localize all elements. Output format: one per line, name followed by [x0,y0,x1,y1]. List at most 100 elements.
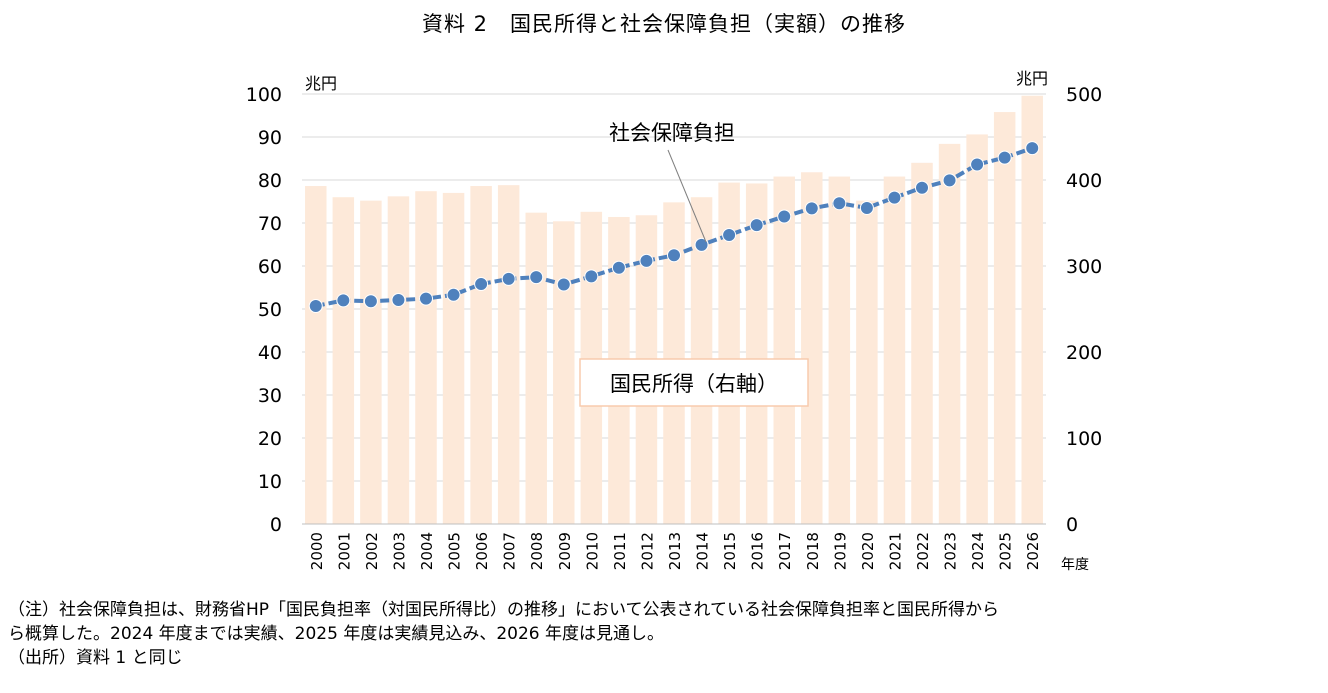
point-2002 [363,294,378,309]
point-2017 [777,209,792,224]
x-tick-2011: 2011 [611,532,629,570]
point-2005 [446,287,461,302]
point-2003 [391,292,406,307]
point-2008 [529,270,544,285]
x-tick-2023: 2023 [942,532,960,570]
x-tick-2020: 2020 [859,532,877,570]
y-left-tick-50: 50 [258,299,282,321]
y-left-tick-30: 30 [258,385,282,407]
y-left-tick-40: 40 [258,342,282,364]
bar-2002 [360,200,382,524]
point-2019 [832,196,847,211]
x-tick-2018: 2018 [804,532,822,570]
point-2015 [722,228,737,243]
bar-2006 [470,186,492,524]
y-left-tick-90: 90 [258,127,282,149]
bar-2004 [415,191,437,524]
point-2007 [501,271,516,286]
note-line-1: （注）社会保障負担は、財務省HP「国民負担率（対国民所得比）の推移」において公表… [8,600,1000,620]
x-tick-2009: 2009 [556,532,574,570]
point-2026 [1025,141,1040,156]
y-left-unit: 兆円 [305,74,337,93]
x-tick-2025: 2025 [997,532,1015,570]
bar-2001 [332,197,355,524]
y-left-tick-70: 70 [258,213,282,235]
bar-2003 [387,196,410,524]
bar-label: 国民所得（右軸） [610,372,778,396]
bar-label-box [579,358,809,407]
point-2009 [556,277,571,292]
bar-2016 [745,183,768,524]
point-2022 [915,180,929,195]
x-axis-label: 年度 [1061,557,1089,573]
point-2020 [859,200,874,215]
point-2010 [584,269,599,284]
x-tick-2006: 2006 [473,532,491,570]
bar-2020 [856,200,878,524]
x-tick-2013: 2013 [666,532,684,570]
point-2024 [970,157,985,172]
point-2025 [997,150,1012,165]
y-left-tick-80: 80 [258,170,282,192]
point-2021 [887,190,902,205]
x-tick-2026: 2026 [1024,532,1042,570]
point-2006 [474,277,489,292]
point-2004 [419,291,433,306]
bar-2005 [442,192,465,524]
y-left-tick-20: 20 [258,428,282,450]
point-2012 [639,253,654,268]
y-right-unit: 兆円 [1016,69,1048,88]
x-tick-2004: 2004 [418,532,436,570]
bar-2026 [1021,95,1043,524]
point-2018 [804,201,819,216]
bar-2019 [828,176,851,524]
bar-2009 [553,221,575,524]
x-tick-2003: 2003 [390,532,408,570]
x-tick-2014: 2014 [694,532,712,570]
x-tick-2017: 2017 [776,532,794,570]
x-tick-2001: 2001 [335,532,353,570]
chart: 0 10 20 30 40 50 60 70 80 90 100 0 100 200 300 400 500 兆円… [246,69,1103,573]
x-tick-2016: 2016 [749,532,767,570]
bar-2025 [993,112,1016,524]
note-source: （出所）資料 1 と同じ [8,648,183,668]
x-tick-2015: 2015 [721,532,739,570]
point-2023 [942,173,957,188]
bar-2022 [911,162,933,525]
chart-title: 資料 2 国民所得と社会保障負担（実額）の推移 [421,12,907,36]
x-tick-2024: 2024 [969,532,987,570]
y-right-tick-500: 500 [1066,84,1102,106]
x-tick-2010: 2010 [583,532,601,570]
y-left-tick-10: 10 [258,471,282,493]
bar-2015 [718,182,740,524]
x-tick-2002: 2002 [363,532,381,570]
point-2001 [336,293,351,308]
x-tick-2019: 2019 [831,532,849,570]
bar-2021 [883,176,906,524]
x-tick-2007: 2007 [501,532,519,570]
y-left-tick-100: 100 [246,84,282,106]
bar-2017 [773,176,795,524]
point-2016 [749,218,764,233]
x-tick-2012: 2012 [638,532,656,570]
point-2011 [611,260,626,275]
bar-2024 [966,134,988,525]
bar-2018 [801,172,823,524]
x-tick-2021: 2021 [886,532,904,570]
line-label: 社会保障負担 [609,121,735,145]
point-2013 [667,248,681,263]
y-left-tick-0: 0 [270,514,282,536]
y-right-tick-100: 100 [1066,428,1102,450]
y-right-tick-400: 400 [1066,170,1102,192]
x-tick-2000: 2000 [308,532,326,570]
point-2000 [308,298,323,313]
bar-2007 [497,185,520,524]
line-label-leader [667,149,707,243]
y-left-tick-60: 60 [258,256,282,278]
note-line-2: ら概算した。2024 年度までは実績、2025 年度は実績見込み、2026 年度… [8,624,665,644]
bar-2023 [938,143,961,524]
y-right-tick-200: 200 [1066,342,1102,364]
bar-2008 [525,212,547,524]
bar-2000 [305,186,327,524]
x-tick-2005: 2005 [446,532,464,570]
